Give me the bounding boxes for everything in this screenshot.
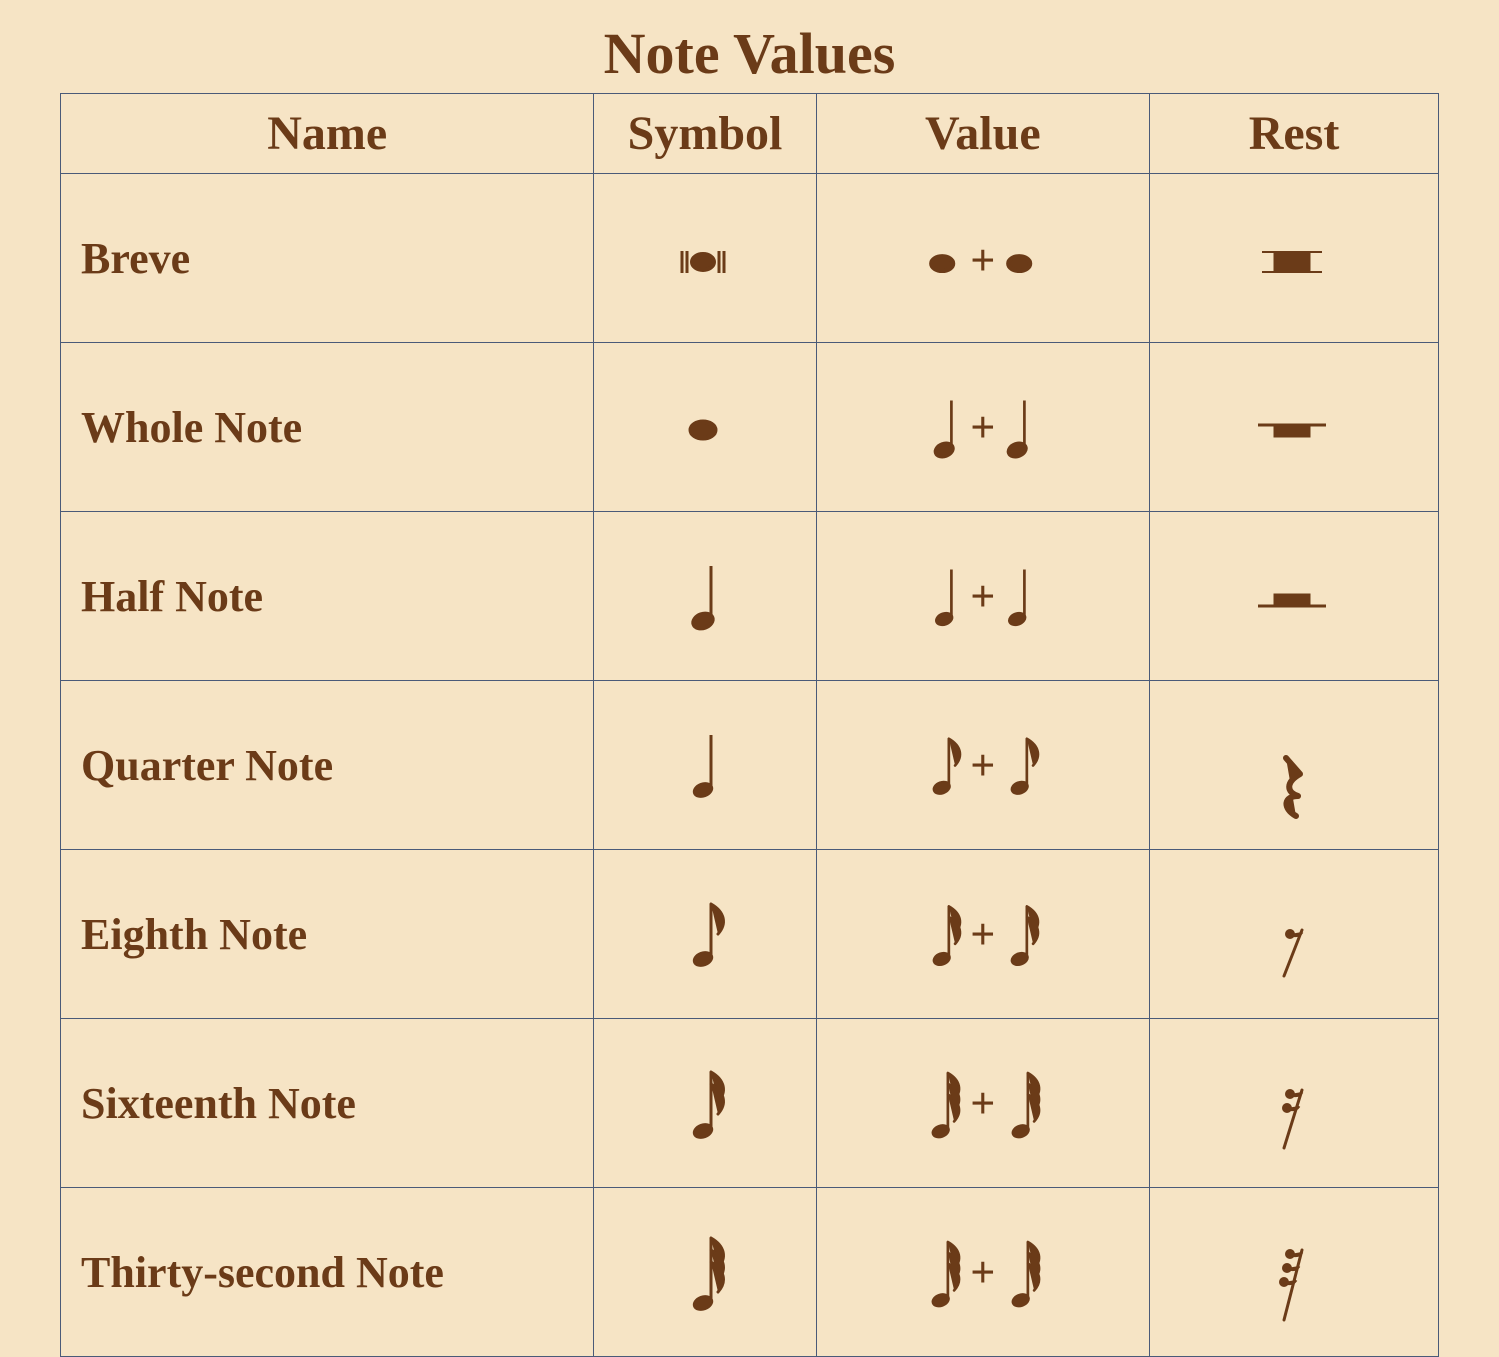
half-icon xyxy=(928,394,964,461)
table-row: Whole Note + xyxy=(61,343,1439,512)
quarter-icon xyxy=(594,681,816,850)
thirtysecond-icon xyxy=(1001,1065,1044,1142)
half-icon xyxy=(1001,394,1037,461)
sixteenth-icon xyxy=(594,1019,816,1188)
note-value: + xyxy=(816,343,1149,512)
col-name: Name xyxy=(61,94,594,174)
note-name: Eighth Note xyxy=(61,850,594,1019)
note-name: Sixteenth Note xyxy=(61,1019,594,1188)
plus-icon: + xyxy=(970,1247,995,1298)
rest-quarter-icon xyxy=(1150,681,1439,850)
note-value: + xyxy=(816,1019,1149,1188)
plus-icon: + xyxy=(970,1078,995,1129)
thirtysecond-icon xyxy=(921,1065,964,1142)
plus-icon: + xyxy=(970,402,995,453)
rest-eighth-icon xyxy=(1150,850,1439,1019)
note-value: + xyxy=(816,174,1149,343)
note-name: Half Note xyxy=(61,512,594,681)
sixteenth-icon xyxy=(923,898,964,970)
table-row: Eighth Note + xyxy=(61,850,1439,1019)
page-title: Note Values xyxy=(60,20,1439,87)
sixteenth-icon xyxy=(1001,898,1042,970)
note-values-table: Name Symbol Value Rest Breve + Whole Not… xyxy=(60,93,1439,1357)
table-row: Thirty-second Note + xyxy=(61,1188,1439,1357)
note-name: Breve xyxy=(61,174,594,343)
plus-icon: + xyxy=(970,909,995,960)
plus-icon: + xyxy=(970,235,995,286)
rest-half-icon xyxy=(1150,512,1439,681)
thirtysecond-icon xyxy=(921,1234,964,1311)
rest-thirtysecond-icon xyxy=(1150,1188,1439,1357)
rest-breve-icon xyxy=(1150,174,1439,343)
whole-icon xyxy=(924,235,964,286)
table-header-row: Name Symbol Value Rest xyxy=(61,94,1439,174)
note-value: + xyxy=(816,1188,1149,1357)
breve-icon xyxy=(594,174,816,343)
rest-whole-icon xyxy=(1150,343,1439,512)
note-name: Thirty-second Note xyxy=(61,1188,594,1357)
plus-icon: + xyxy=(970,571,995,622)
note-value: + xyxy=(816,850,1149,1019)
whole-icon xyxy=(1001,235,1041,286)
quarter-icon xyxy=(1001,563,1037,630)
rest-sixteenth-icon xyxy=(1150,1019,1439,1188)
table-row: Breve + xyxy=(61,174,1439,343)
thirtysecond-icon xyxy=(1001,1234,1044,1311)
eighth-icon xyxy=(594,850,816,1019)
note-value: + xyxy=(816,681,1149,850)
note-name: Whole Note xyxy=(61,343,594,512)
col-symbol: Symbol xyxy=(594,94,816,174)
eighth-icon xyxy=(923,732,964,799)
thirtysecond-icon xyxy=(594,1188,816,1357)
table-row: Sixteenth Note + xyxy=(61,1019,1439,1188)
half-icon xyxy=(594,512,816,681)
quarter-icon xyxy=(928,563,964,630)
table-row: Quarter Note + xyxy=(61,681,1439,850)
col-value: Value xyxy=(816,94,1149,174)
col-rest: Rest xyxy=(1150,94,1439,174)
whole-icon xyxy=(594,343,816,512)
table-row: Half Note + xyxy=(61,512,1439,681)
note-value: + xyxy=(816,512,1149,681)
eighth-icon xyxy=(1001,732,1042,799)
plus-icon: + xyxy=(970,740,995,791)
note-name: Quarter Note xyxy=(61,681,594,850)
